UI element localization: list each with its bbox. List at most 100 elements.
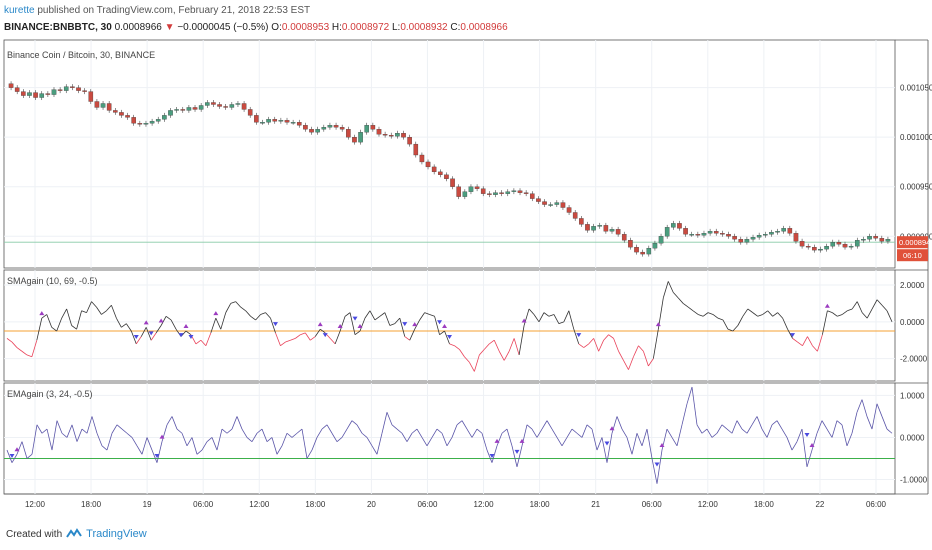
- osc-tick-label: -2.0000: [900, 355, 928, 364]
- osc-segment: [296, 428, 303, 434]
- time-tick-label: 20: [367, 500, 376, 509]
- candle: [174, 109, 179, 111]
- osc-segment: [396, 428, 403, 434]
- osc-segment: [275, 332, 281, 346]
- cross-down-marker: [489, 454, 495, 459]
- candle: [131, 117, 137, 124]
- osc-segment: [361, 432, 368, 438]
- candle: [572, 212, 578, 219]
- osc-segment: [200, 339, 207, 346]
- osc-segment: [66, 424, 73, 438]
- candle: [382, 134, 388, 136]
- osc-segment: [536, 428, 543, 438]
- candle: [247, 109, 253, 116]
- candle: [186, 107, 192, 111]
- time-tick-label: 18:00: [530, 500, 551, 509]
- osc-segment: [444, 330, 450, 345]
- osc-segment: [241, 428, 248, 438]
- candle: [14, 87, 20, 92]
- osc-segment: [285, 339, 291, 343]
- candle: [487, 193, 492, 195]
- candle: [523, 192, 529, 194]
- candle: [879, 238, 885, 242]
- osc-segment: [806, 449, 813, 467]
- osc-segment: [761, 428, 768, 438]
- osc-segment: [295, 334, 301, 339]
- osc-segment: [711, 432, 718, 438]
- osc-segment: [414, 319, 421, 330]
- osc-segment: [311, 437, 318, 451]
- candle: [885, 239, 891, 242]
- author-link[interactable]: kurette: [4, 5, 35, 16]
- osc-segment: [871, 299, 878, 310]
- time-tick-label: 06:00: [417, 500, 438, 509]
- osc-segment: [389, 323, 395, 326]
- candle: [407, 137, 412, 145]
- candle: [713, 231, 719, 234]
- osc-segment: [246, 437, 253, 442]
- main-pane-title: Binance Coin / Bitcoin, 30, BINANCE: [7, 50, 155, 60]
- osc-segment: [11, 341, 18, 348]
- osc-segment: [817, 334, 823, 352]
- osc-segment: [96, 433, 103, 447]
- candle: [180, 109, 186, 111]
- cross-down-marker: [148, 331, 154, 336]
- osc-segment: [431, 428, 438, 438]
- osc-tick-label: 2.0000: [900, 281, 925, 290]
- cross-up-marker: [183, 324, 189, 329]
- cross-down-marker: [790, 333, 796, 338]
- price-tag-label: 0.0008940: [899, 238, 932, 247]
- osc-segment: [548, 314, 555, 317]
- osc-segment: [583, 343, 589, 348]
- osc-segment: [732, 325, 739, 332]
- osc-segment: [861, 312, 868, 319]
- candle: [272, 119, 278, 122]
- chart-canvas[interactable]: 12:00 18:00 19 06:00 12:00 18:00 20 06:00 12:00 1…: [0, 0, 932, 520]
- osc-segment: [856, 301, 863, 313]
- tradingview-brand[interactable]: TradingView: [86, 528, 147, 540]
- candle: [51, 89, 57, 95]
- osc-segment: [506, 428, 513, 446]
- osc-segment: [344, 312, 351, 317]
- osc-segment: [141, 437, 148, 455]
- candle: [229, 104, 235, 108]
- osc-segment: [481, 433, 488, 451]
- candle: [339, 127, 345, 130]
- osc-segment: [61, 308, 68, 319]
- osc-segment: [787, 328, 793, 339]
- osc-segment: [786, 437, 793, 451]
- pane-frame-0: [3, 39, 896, 269]
- candle: [217, 104, 222, 107]
- osc-segment: [176, 428, 183, 434]
- osc-segment: [155, 325, 162, 334]
- osc-segment: [866, 308, 873, 319]
- candle: [155, 119, 161, 122]
- osc-segment: [51, 420, 58, 451]
- osc-segment: [260, 312, 266, 315]
- osc-segment: [871, 403, 878, 430]
- osc-segment: [696, 424, 703, 434]
- osc-segment: [603, 334, 609, 341]
- candle: [609, 229, 615, 232]
- osc-segment: [866, 416, 873, 430]
- osc-segment: [851, 301, 858, 310]
- candle: [395, 133, 400, 137]
- osc-segment: [16, 347, 23, 352]
- osc-segment: [581, 424, 588, 438]
- osc-segment: [185, 330, 192, 336]
- osc-segment: [782, 317, 788, 330]
- osc-segment: [255, 314, 261, 321]
- osc-segment: [662, 281, 669, 299]
- time-tick-label: 12:00: [25, 500, 46, 509]
- osc-segment: [404, 336, 410, 341]
- candle: [39, 93, 45, 98]
- osc-segment: [270, 318, 276, 333]
- osc-segment: [792, 338, 798, 343]
- candle: [744, 239, 750, 243]
- high-value: 0.0008972: [341, 22, 390, 33]
- candle: [548, 204, 553, 206]
- osc-segment: [116, 317, 122, 328]
- cross-down-marker: [402, 322, 408, 327]
- osc-segment: [429, 314, 435, 317]
